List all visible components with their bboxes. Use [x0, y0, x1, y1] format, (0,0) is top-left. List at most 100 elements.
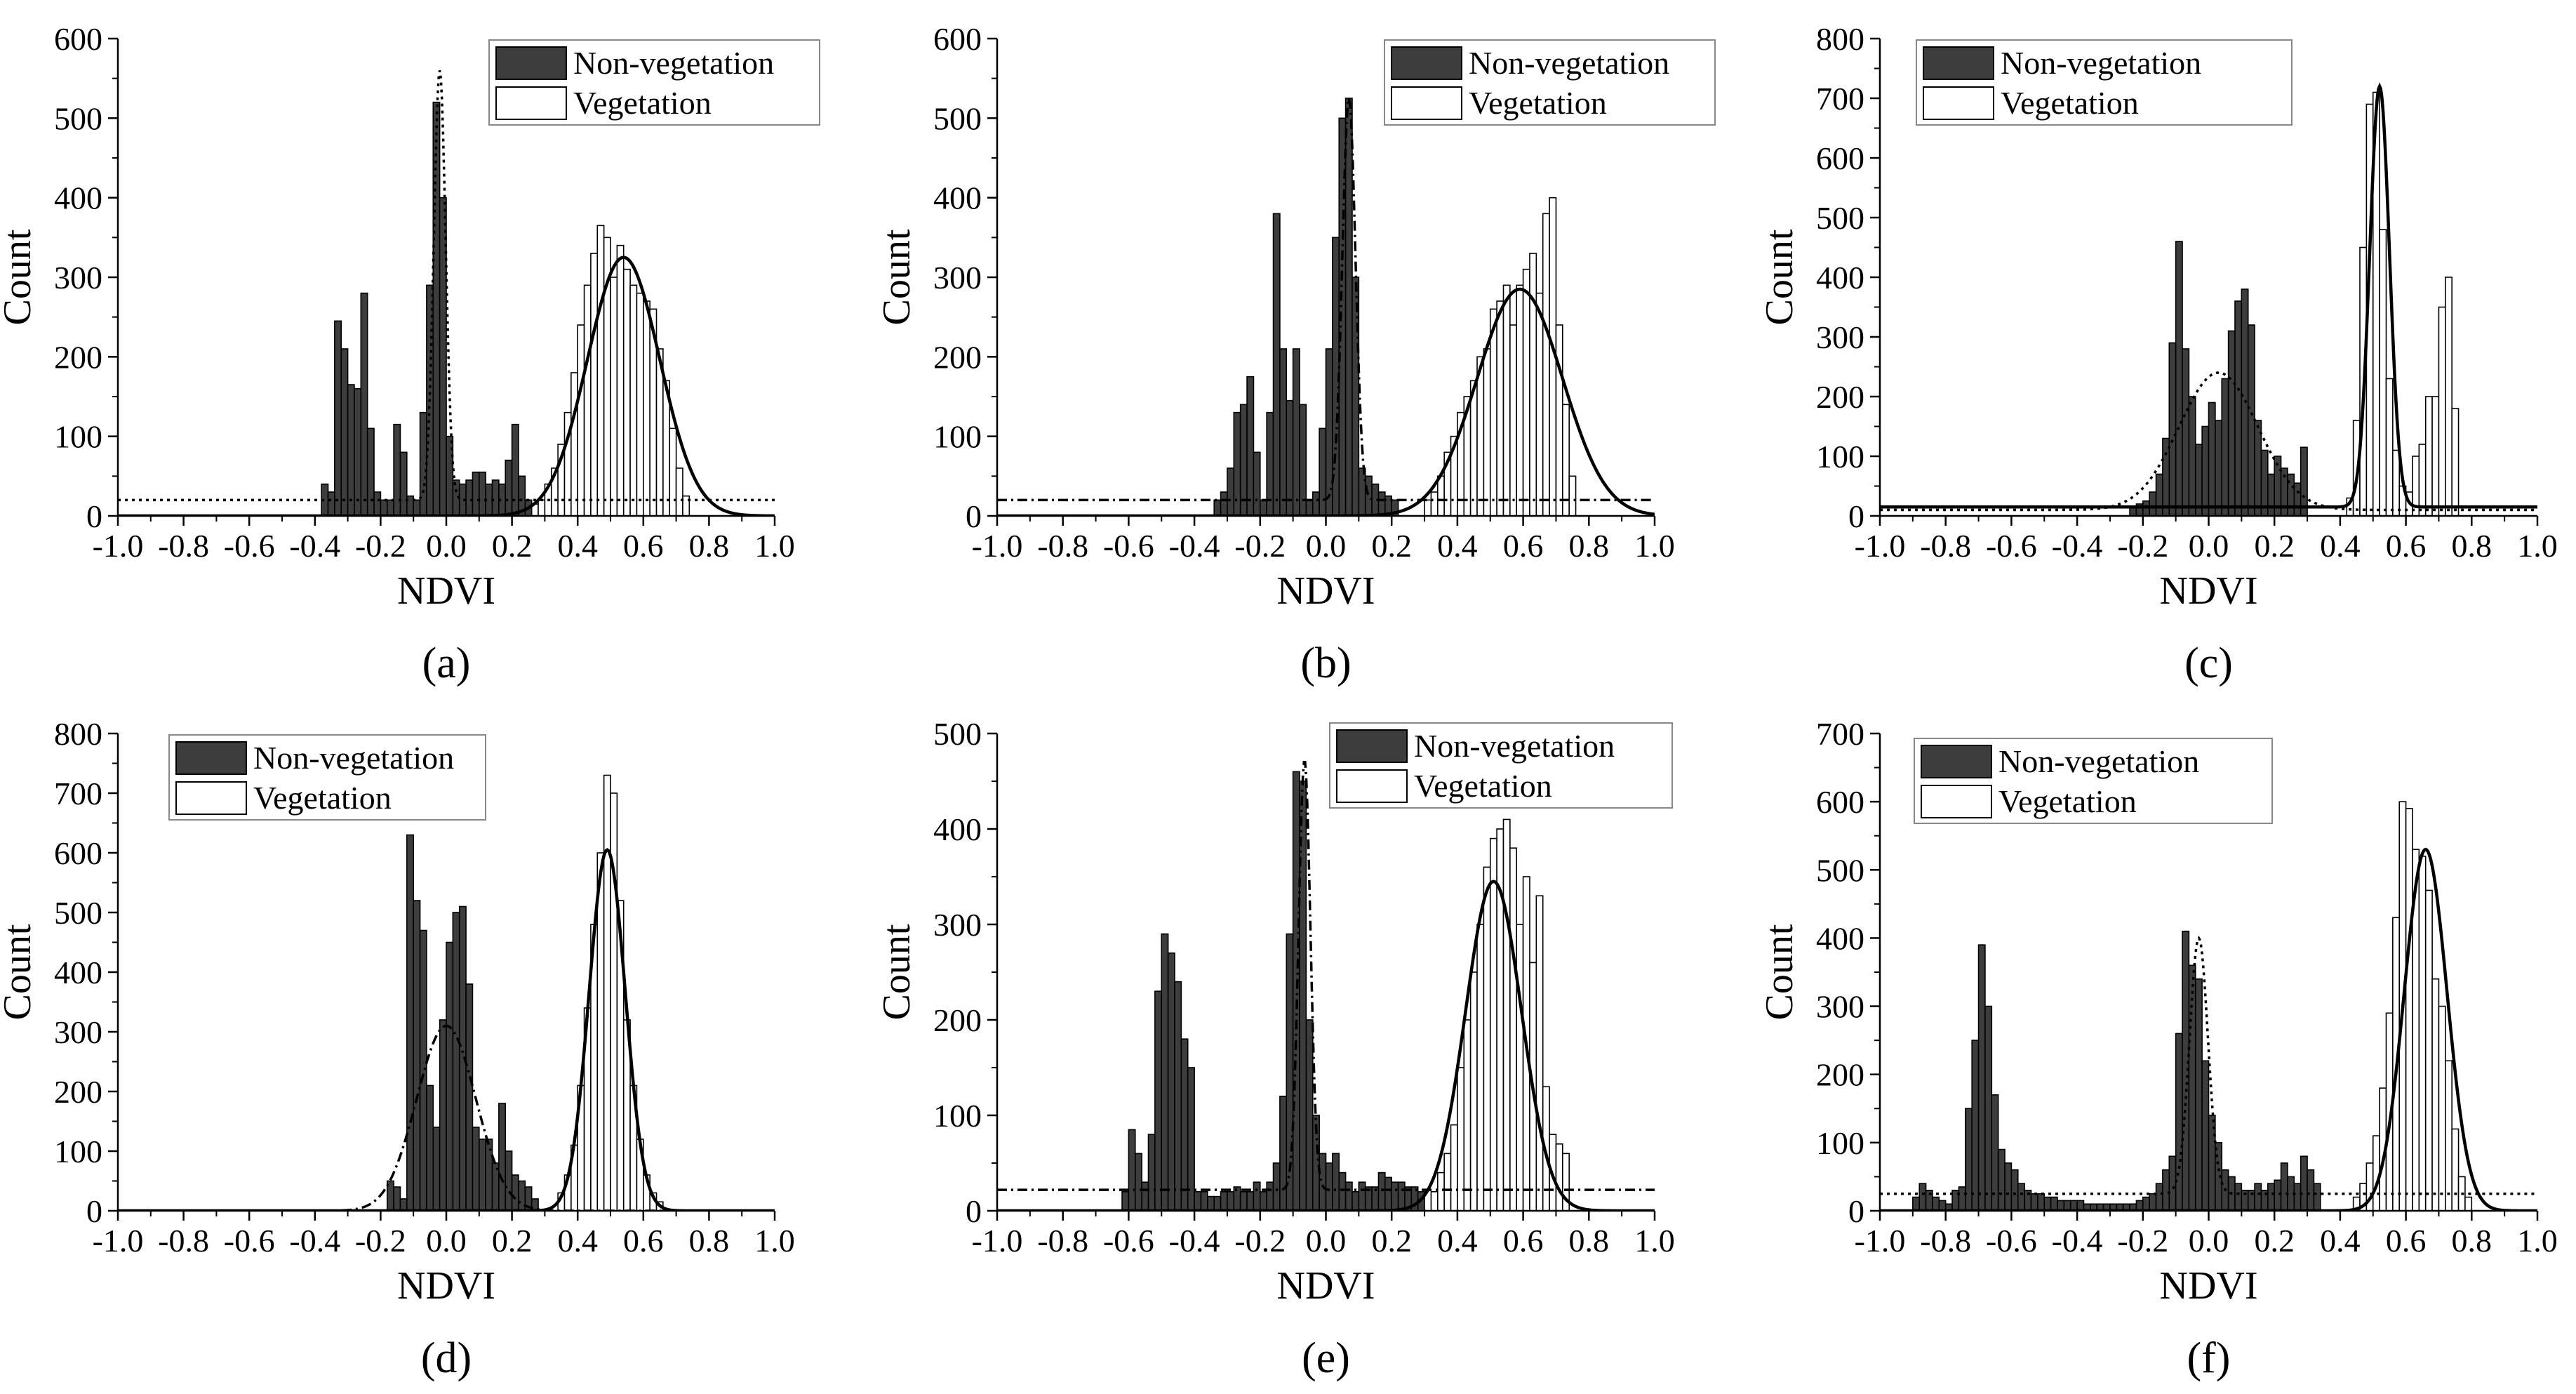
- x-axis-label: NDVI: [2160, 569, 2258, 613]
- vegetation-bar: [1562, 1153, 1570, 1211]
- non-vegetation-bar: [1134, 1153, 1142, 1211]
- x-tick-label: -0.2: [355, 528, 406, 564]
- x-tick-label: -0.8: [1920, 528, 1971, 564]
- vegetation-bar: [1516, 284, 1524, 516]
- non-vegetation-bar: [1332, 1153, 1340, 1211]
- x-tick-label: 0.2: [492, 1223, 533, 1259]
- x-tick-label: 0.0: [2189, 1223, 2229, 1259]
- y-tick-label: 0: [1848, 1193, 1864, 1229]
- x-tick-label: 0.0: [2189, 528, 2229, 564]
- x-tick-label: 0.8: [689, 528, 730, 564]
- vegetation-bar: [603, 774, 611, 1211]
- panel-label: (c): [2184, 639, 2233, 687]
- non-vegetation-bar: [2017, 1183, 2025, 1211]
- non-vegetation-bar: [1958, 1186, 1966, 1211]
- non-vegetation-bar: [2274, 1179, 2282, 1211]
- non-vegetation-bar: [1358, 1181, 1366, 1211]
- legend-swatch-non-vegetation: [1391, 46, 1462, 80]
- vegetation-bar: [538, 499, 546, 516]
- x-tick-label: -0.2: [2117, 1223, 2168, 1259]
- legend-entry-label: Vegetation: [1414, 768, 1552, 804]
- vegetation-bar: [1489, 837, 1497, 1211]
- non-vegetation-bar: [1279, 348, 1288, 516]
- non-vegetation-bar: [1180, 1038, 1189, 1211]
- non-vegetation-bar: [2188, 396, 2196, 516]
- vegetation-bar: [583, 284, 592, 516]
- x-tick-label: -0.6: [1103, 528, 1154, 564]
- non-vegetation-bar: [419, 929, 427, 1211]
- legend-entry-label: Non-vegetation: [2001, 45, 2201, 81]
- non-vegetation-bar: [413, 499, 421, 516]
- y-tick-label: 400: [54, 955, 102, 990]
- y-tick-label: 600: [933, 21, 982, 57]
- non-vegetation-bar: [1971, 1040, 1980, 1211]
- x-tick-label: -0.4: [1169, 528, 1220, 564]
- y-tick-label: 500: [933, 100, 982, 136]
- x-tick-label: 0.2: [1371, 1223, 1412, 1259]
- y-tick-label: 0: [86, 498, 102, 534]
- non-vegetation-bar: [2221, 378, 2229, 516]
- vegetation-bar: [577, 324, 585, 516]
- y-tick-label: 300: [1816, 319, 1864, 355]
- x-tick-label: -0.2: [355, 1223, 406, 1259]
- y-tick-label: 300: [933, 907, 982, 943]
- y-tick-label: 0: [1848, 498, 1864, 534]
- x-tick-label: 0.4: [557, 1223, 598, 1259]
- y-tick-label: 500: [933, 716, 982, 752]
- x-tick-label: 0.6: [1503, 1223, 1544, 1259]
- non-vegetation-bar: [1377, 491, 1386, 516]
- legend-swatch-vegetation: [1336, 769, 1408, 803]
- histogram-panel-e: -1.0 -0.8 -0.6 -0.4 -0.2 0.0 0.2 0.4 0.6 0.8 1.0 0 1…: [875, 716, 1675, 1382]
- non-vegetation-bar: [491, 1162, 500, 1211]
- non-vegetation-bar: [2182, 348, 2190, 516]
- non-vegetation-bar: [1161, 933, 1169, 1211]
- x-tick-label: 0.2: [492, 528, 533, 564]
- y-tick-label: 500: [54, 895, 102, 931]
- vegetation-bar: [1483, 866, 1491, 1211]
- gaussian-fit-dotted: [1880, 371, 2537, 512]
- legend: Non-vegetation Vegetation: [488, 39, 820, 126]
- non-vegetation-bar: [1325, 348, 1333, 516]
- non-vegetation-bar: [511, 1174, 519, 1211]
- non-vegetation-bar: [2149, 491, 2157, 516]
- non-vegetation-bar: [2254, 1183, 2262, 1211]
- non-vegetation-bar: [406, 834, 415, 1211]
- non-vegetation-bar: [1227, 467, 1235, 516]
- vegetation-bar: [642, 300, 650, 516]
- vegetation-bar: [1502, 284, 1511, 516]
- non-vegetation-bar: [2267, 1183, 2276, 1211]
- y-tick-label: 400: [1816, 260, 1864, 296]
- non-vegetation-bar: [1239, 1191, 1248, 1211]
- plot-area: [118, 774, 775, 1211]
- non-vegetation-bar: [439, 197, 447, 516]
- non-vegetation-bar: [2208, 401, 2216, 516]
- vegetation-bar: [675, 467, 683, 516]
- vegetation-bar: [682, 495, 690, 516]
- x-tick-label: -0.8: [158, 1223, 209, 1259]
- x-tick-label: 1.0: [1634, 528, 1675, 564]
- legend: Non-vegetation Vegetation: [1914, 738, 2273, 824]
- x-axis-label: NDVI: [2160, 1264, 2258, 1308]
- non-vegetation-bar: [1220, 1191, 1228, 1211]
- non-vegetation-bar: [1325, 1162, 1333, 1211]
- histogram-panel-c: -1.0 -0.8 -0.6 -0.4 -0.2 0.0 0.2 0.4 0.6 0.8 1.0 0 1…: [1758, 21, 2558, 687]
- vegetation-bar: [1483, 348, 1491, 516]
- non-vegetation-bar: [1194, 1191, 1202, 1211]
- legend-swatch-vegetation: [495, 86, 567, 120]
- non-vegetation-bar: [2142, 1196, 2150, 1211]
- non-vegetation-bar: [1154, 990, 1163, 1211]
- non-vegetation-bar: [1377, 1171, 1386, 1211]
- vegetation-bar: [2418, 444, 2427, 516]
- gaussian-fit-solid: [118, 255, 775, 516]
- y-axis-label: Count: [0, 229, 39, 325]
- legend-entry-label: Non-vegetation: [1469, 45, 1669, 81]
- non-vegetation-bar: [472, 471, 480, 516]
- y-axis-label: Count: [1758, 924, 1801, 1020]
- y-tick-label: 100: [1816, 1125, 1864, 1161]
- non-vegetation-bar: [2293, 1183, 2302, 1211]
- vegetation-bar: [1542, 213, 1550, 516]
- x-tick-label: 0.2: [2254, 1223, 2295, 1259]
- non-vegetation-bar: [1272, 1162, 1281, 1211]
- non-vegetation-bar: [393, 1186, 401, 1211]
- x-tick-label: -0.4: [2052, 528, 2103, 564]
